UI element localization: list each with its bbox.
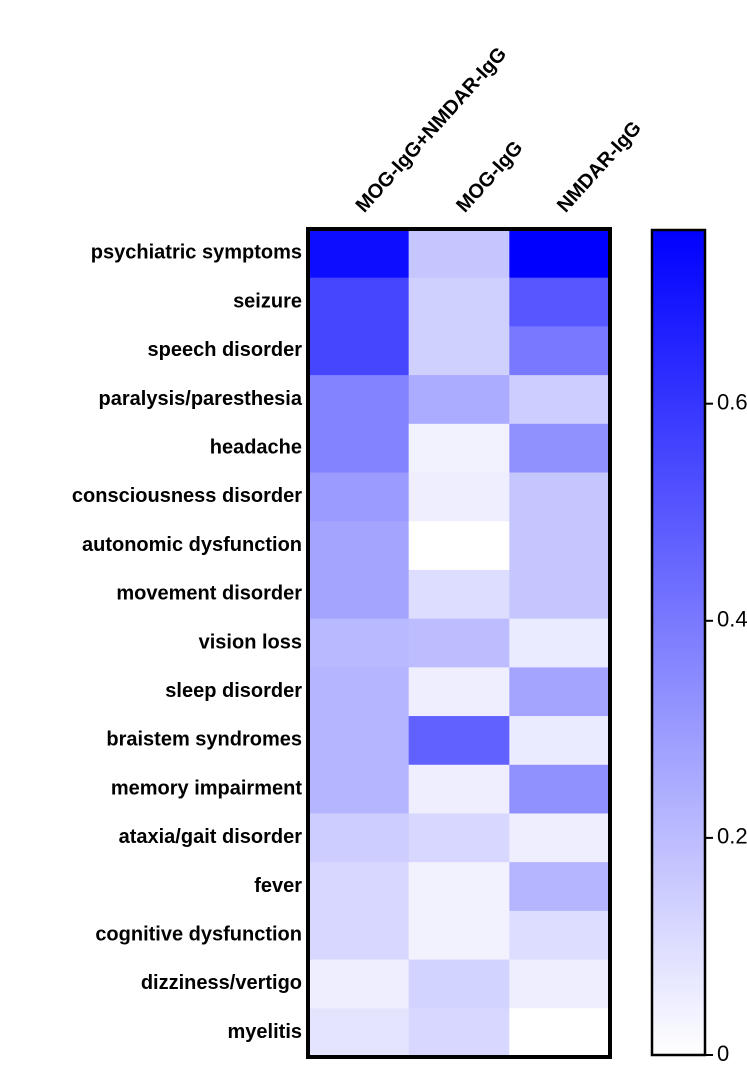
heatmap-cell — [408, 423, 510, 474]
heatmap-cell — [509, 910, 611, 961]
heatmap-cell — [408, 667, 510, 717]
heatmap-cell — [308, 618, 410, 668]
row-label: sleep disorder — [165, 680, 302, 702]
column-label: NMDAR-IgG — [553, 117, 646, 217]
heatmap-cell — [509, 667, 611, 717]
row-label: psychiatric symptoms — [91, 242, 302, 264]
row-label: paralysis/paresthesia — [99, 388, 303, 410]
heatmap-cell — [509, 326, 611, 376]
heatmap-cell — [408, 569, 510, 620]
row-label: ataxia/gait disorder — [119, 826, 303, 848]
heatmap-cell — [509, 521, 611, 571]
heatmap-cell — [509, 569, 611, 620]
heatmap-cell — [509, 1008, 611, 1058]
heatmap-cell — [509, 472, 611, 522]
column-label: MOG-IgG — [452, 137, 527, 217]
heatmap-cell — [509, 375, 611, 425]
colorbar-tick-label: 0.6 — [717, 389, 747, 414]
heatmap-cell — [408, 813, 510, 863]
heatmap-cell — [509, 959, 611, 1009]
heatmap-cell — [408, 910, 510, 961]
row-label: cognitive dysfunction — [95, 924, 302, 946]
heatmap-cell — [408, 716, 510, 766]
heatmap-cell — [509, 423, 611, 474]
heatmap-cell — [408, 326, 510, 376]
heatmap-cell — [408, 375, 510, 425]
colorbar-tick-label: 0.4 — [717, 607, 747, 632]
heatmap-cell — [308, 1008, 410, 1058]
row-label: memory impairment — [111, 777, 303, 799]
heatmap-cell — [308, 667, 410, 717]
row-label: braistem syndromes — [106, 729, 302, 751]
row-label: dizziness/vertigo — [141, 972, 302, 994]
heatmap-cell — [408, 1008, 510, 1058]
heatmap-cell — [509, 277, 611, 327]
colorbar — [650, 228, 707, 1057]
heatmap-cell — [308, 472, 410, 522]
row-label: myelitis — [228, 1021, 302, 1043]
heatmap-cell — [408, 277, 510, 327]
heatmap-cell — [308, 326, 410, 376]
row-label: autonomic dysfunction — [82, 534, 302, 556]
row-label: movement disorder — [116, 583, 302, 605]
row-label: seizure — [233, 290, 302, 312]
heatmap-cell — [408, 959, 510, 1009]
heatmap-cell — [308, 521, 410, 571]
heatmap-cell — [408, 862, 510, 912]
heatmap-cell — [308, 569, 410, 620]
row-label: headache — [210, 436, 302, 458]
heatmap-cell — [509, 716, 611, 766]
heatmap-cell — [509, 764, 611, 814]
row-label: fever — [254, 875, 302, 897]
heatmap-cell — [408, 618, 510, 668]
heatmap-cell — [308, 862, 410, 912]
heatmap-cell — [509, 862, 611, 912]
heatmap-cell — [509, 229, 611, 279]
colorbar-tick-label: 0.2 — [717, 824, 747, 849]
heatmap-cell — [308, 764, 410, 814]
row-label: vision loss — [199, 631, 302, 653]
heatmap-cell — [308, 716, 410, 766]
heatmap-cell — [308, 229, 410, 279]
heatmap-cell — [509, 813, 611, 863]
row-label: consciousness disorder — [72, 485, 302, 507]
heatmap-cell — [308, 277, 410, 327]
row-label: speech disorder — [147, 339, 302, 361]
heatmap-cell — [408, 521, 510, 571]
heatmap-cell — [308, 423, 410, 474]
heatmap-cell — [308, 959, 410, 1009]
heatmap-cell — [308, 813, 410, 863]
heatmap-cell — [308, 910, 410, 961]
colorbar-tick-label: 0 — [717, 1041, 729, 1066]
heatmap-cell — [408, 764, 510, 814]
heatmap-cell — [308, 375, 410, 425]
heatmap-cell — [408, 229, 510, 279]
heatmap-cell — [408, 472, 510, 522]
heatmap-frame — [306, 227, 612, 1059]
heatmap-cell — [509, 618, 611, 668]
